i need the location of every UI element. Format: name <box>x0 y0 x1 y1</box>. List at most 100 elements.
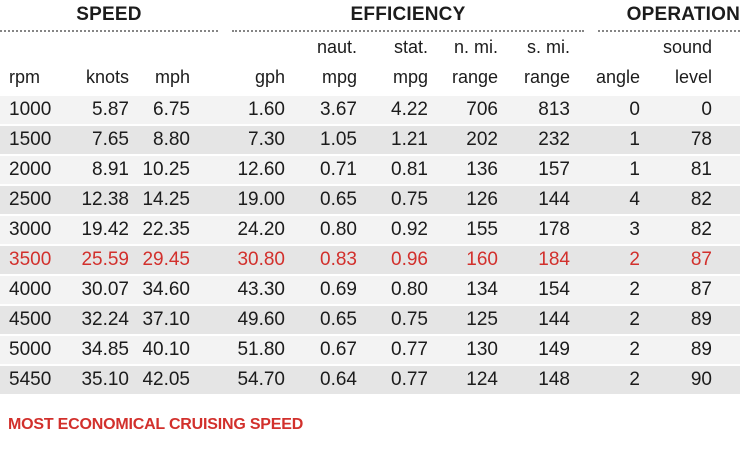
data-cell: 5.87 <box>92 99 129 120</box>
data-cell: 40.10 <box>142 339 190 360</box>
subheader-cell: naut. <box>316 37 357 57</box>
data-cell: 2 <box>629 369 640 390</box>
data-cell: 0.65 <box>320 309 357 330</box>
data-cell: 34.85 <box>81 339 129 360</box>
data-cell: 1.05 <box>320 129 357 150</box>
data-cell: 202 <box>466 129 498 150</box>
data-cell: 82 <box>690 219 712 240</box>
data-cell: 54.70 <box>237 369 285 390</box>
data-cell: 2000 <box>9 159 52 180</box>
table-row: 2000 8.91 10.25 12.60 0.71 0.81 136 157 1 81 <box>0 156 740 184</box>
data-cell: 89 <box>690 339 712 360</box>
data-cell: 7.30 <box>248 129 285 150</box>
data-cell: 4.22 <box>391 99 428 120</box>
data-cell: 178 <box>538 219 570 240</box>
group-header-efficiency: EFFICIENCY <box>232 0 584 32</box>
data-cell: 3.67 <box>320 99 357 120</box>
data-cell: 1000 <box>9 99 52 120</box>
data-cell: 0.92 <box>391 219 428 240</box>
column-header-level: level <box>674 67 712 87</box>
data-cell: 51.80 <box>237 339 285 360</box>
data-cell: 0.81 <box>391 159 428 180</box>
table-row: 3000 19.42 22.35 24.20 0.80 0.92 155 178 3 82 <box>0 216 740 244</box>
data-cell: 126 <box>466 189 498 210</box>
subheader-cell <box>56 34 129 60</box>
data-cell: 3500 <box>9 249 52 270</box>
column-header-mpg: mpg <box>321 67 357 87</box>
data-cell: 81 <box>690 159 712 180</box>
data-cell: 232 <box>538 129 570 150</box>
data-cell: 2 <box>629 279 640 300</box>
table-row: 1500 7.65 8.80 7.30 1.05 1.21 202 232 1 78 <box>0 126 740 154</box>
data-cell: 0 <box>701 99 712 120</box>
table-row: 4500 32.24 37.10 49.60 0.65 0.75 125 144 2 89 <box>0 306 740 334</box>
data-cell: 0.96 <box>391 249 428 270</box>
data-cell: 148 <box>538 369 570 390</box>
table-row: 5000 34.85 40.10 51.80 0.67 0.77 130 149 2 89 <box>0 336 740 364</box>
data-cell: 8.80 <box>153 129 190 150</box>
table-row-highlighted: 3500 25.59 29.45 30.80 0.83 0.96 160 184 2 87 <box>0 246 740 274</box>
data-cell: 0 <box>629 99 640 120</box>
data-cell: 0.75 <box>391 189 428 210</box>
data-cell: 0.69 <box>320 279 357 300</box>
subheader-cell <box>0 34 56 60</box>
data-cell: 30.07 <box>81 279 129 300</box>
data-cell: 0.80 <box>320 219 357 240</box>
data-cell: 5450 <box>9 369 52 390</box>
data-cell: 37.10 <box>142 309 190 330</box>
data-cell: 7.65 <box>92 129 129 150</box>
table-row: 5450 35.10 42.05 54.70 0.64 0.77 124 148 2 90 <box>0 366 740 394</box>
table-row: 1000 5.87 6.75 1.60 3.67 4.22 706 813 0 0 <box>0 96 740 124</box>
data-cell: 160 <box>466 249 498 270</box>
data-cell: 49.60 <box>237 309 285 330</box>
data-cell: 184 <box>538 249 570 270</box>
data-cell: 30.80 <box>237 249 285 270</box>
data-cell: 2 <box>629 309 640 330</box>
data-cell: 1.21 <box>391 129 428 150</box>
data-cell: 78 <box>690 129 712 150</box>
data-cell: 4500 <box>9 309 52 330</box>
data-cell: 5000 <box>9 339 52 360</box>
data-cell: 12.60 <box>237 159 285 180</box>
data-cell: 1500 <box>9 129 52 150</box>
group-header-speed: SPEED <box>0 0 218 32</box>
data-cell: 0.77 <box>391 339 428 360</box>
data-cell: 0.64 <box>320 369 357 390</box>
subheader-cell <box>190 34 285 60</box>
data-cell: 12.38 <box>81 189 129 210</box>
table-column-header-row: rpm knots mph gph mpg mpg range range angle level <box>0 60 740 90</box>
column-header-range: range <box>451 67 498 87</box>
data-cell: 0.80 <box>391 279 428 300</box>
group-header-operation: OPERATION <box>598 0 740 32</box>
data-cell: 4 <box>629 189 640 210</box>
data-cell: 14.25 <box>142 189 190 210</box>
group-header-operation-label: OPERATION <box>626 4 740 25</box>
data-cell: 134 <box>466 279 498 300</box>
data-cell: 130 <box>466 339 498 360</box>
data-cell: 87 <box>690 249 712 270</box>
data-cell: 43.30 <box>237 279 285 300</box>
data-cell: 34.60 <box>142 279 190 300</box>
data-cell: 29.45 <box>142 249 190 270</box>
data-cell: 2 <box>629 339 640 360</box>
data-cell: 154 <box>538 279 570 300</box>
data-cell: 3 <box>629 219 640 240</box>
subheader-cell: stat. <box>393 37 428 57</box>
data-cell: 144 <box>538 309 570 330</box>
subheader-cell: s. mi. <box>527 37 570 57</box>
data-cell: 32.24 <box>81 309 129 330</box>
data-cell: 19.00 <box>237 189 285 210</box>
data-cell: 0.65 <box>320 189 357 210</box>
column-header-knots: knots <box>85 67 129 87</box>
data-cell: 35.10 <box>81 369 129 390</box>
table-row: 2500 12.38 14.25 19.00 0.65 0.75 126 144 4 82 <box>0 186 740 214</box>
data-cell: 82 <box>690 189 712 210</box>
group-header-speed-label: SPEED <box>76 4 142 25</box>
data-cell: 24.20 <box>237 219 285 240</box>
subheader-cell <box>570 34 640 60</box>
data-cell: 813 <box>538 99 570 120</box>
data-cell: 124 <box>466 369 498 390</box>
subheader-cell: n. mi. <box>453 37 498 57</box>
data-cell: 25.59 <box>81 249 129 270</box>
